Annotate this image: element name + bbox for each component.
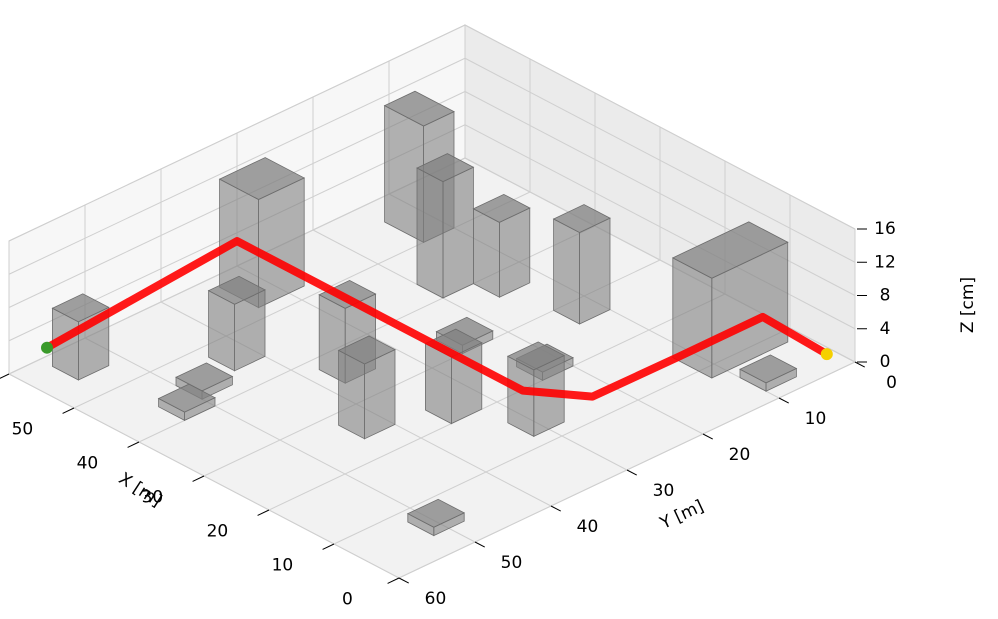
grid-line [464, 124, 856, 330]
x-tick [257, 509, 270, 516]
obstacle-face [579, 217, 611, 325]
obstacle-top [739, 354, 798, 384]
y-axis-label: Y [m] [656, 496, 707, 534]
z-axis-label: Z [cm] [958, 277, 978, 333]
path-line [45, 237, 829, 401]
obstacle-top [552, 204, 611, 234]
z-tick-label: 12 [874, 252, 896, 272]
obstacle [207, 275, 266, 372]
y-tick [474, 541, 485, 548]
y-tick-label: 60 [425, 589, 447, 609]
x-tick [192, 475, 205, 482]
obstacle-top [406, 498, 466, 528]
obstacle [739, 354, 798, 392]
path-start [41, 341, 53, 354]
x-tick [62, 407, 75, 414]
y-tick [626, 469, 637, 476]
y-tick-label: 50 [501, 553, 523, 573]
y-tick [398, 577, 409, 584]
obstacle-face [258, 177, 305, 309]
y-tick [778, 397, 789, 404]
obstacle-face [208, 290, 236, 372]
obstacle-top [337, 335, 396, 365]
obstacle-top [207, 275, 266, 305]
obstacle-top [383, 90, 455, 127]
z-tick-label: 8 [880, 286, 891, 306]
x-tick [322, 543, 335, 550]
path-end [820, 348, 833, 361]
obstacle-top [157, 383, 216, 413]
obstacle-face [498, 207, 531, 298]
x-tick-label: 20 [207, 522, 229, 542]
obstacle [406, 498, 466, 537]
x-tick-label: 10 [272, 556, 294, 576]
y-tick-label: 20 [729, 445, 751, 465]
z-tick-label: 4 [880, 319, 891, 339]
grid-line [464, 24, 856, 230]
obstacle [157, 383, 216, 422]
y-tick [550, 505, 561, 512]
y-tick [702, 433, 713, 440]
grid-line [464, 157, 856, 363]
y-tick [854, 361, 865, 368]
obstacle [416, 153, 475, 299]
obstacle-top [472, 193, 531, 223]
x-tick-label: 40 [77, 454, 99, 474]
y-tick-label: 0 [886, 373, 897, 393]
obstacle [552, 204, 611, 325]
y-tick-label: 10 [805, 409, 827, 429]
obstacle-top [671, 221, 789, 279]
grid-line [8, 57, 466, 275]
x-tick [0, 373, 10, 379]
grid-line [84, 337, 476, 543]
grid-line [312, 229, 704, 435]
obstacle-top [218, 157, 306, 200]
obstacle-face [442, 166, 474, 299]
x-tick [127, 441, 140, 448]
obstacle-face [507, 355, 535, 438]
x-tick [387, 577, 400, 584]
y-tick-label: 30 [653, 481, 675, 501]
obstacle [337, 335, 396, 440]
x-tick-label: 0 [342, 590, 353, 610]
obstacle-top [175, 362, 234, 392]
obstacle-top [416, 153, 475, 183]
x-tick-label: 50 [12, 420, 34, 440]
obstacle-top [506, 341, 566, 371]
grid-line [8, 24, 466, 242]
obstacle-face [364, 348, 396, 440]
obstacle-face [472, 208, 500, 298]
obstacle-face [553, 218, 580, 325]
obstacle-face [338, 349, 366, 440]
grid-line [464, 91, 856, 296]
obstacle [472, 193, 531, 298]
y-tick-label: 40 [577, 517, 599, 537]
obstacle-top [51, 293, 110, 323]
z-tick-label: 16 [874, 219, 896, 239]
obstacle-face [416, 167, 444, 299]
z-tick-label: 0 [880, 352, 891, 372]
x-tick-label: 30 [142, 488, 164, 508]
grid-line [464, 57, 856, 263]
obstacle [506, 341, 566, 438]
